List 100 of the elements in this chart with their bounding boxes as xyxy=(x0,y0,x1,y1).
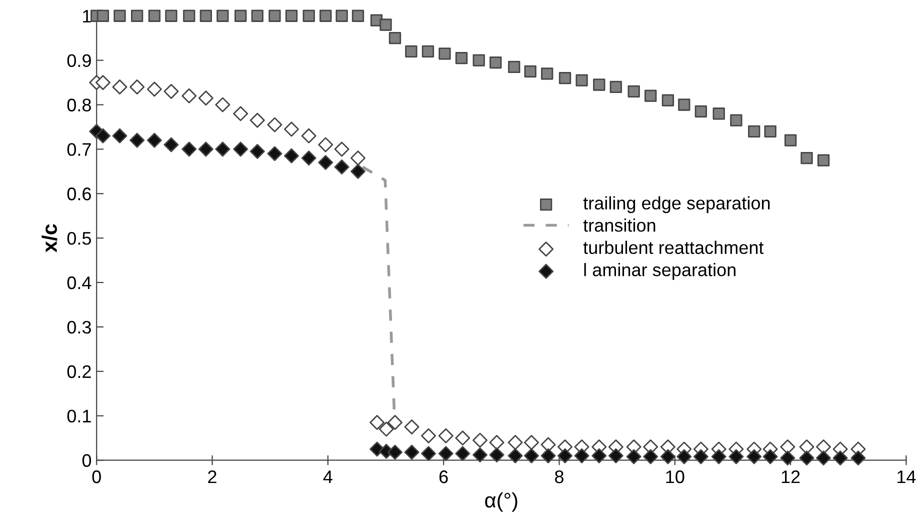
y-tick-label: 0.9 xyxy=(67,54,91,68)
x-tick-label: 2 xyxy=(208,470,216,484)
point xyxy=(784,134,797,146)
point xyxy=(215,97,230,112)
y-tick-label: 0.2 xyxy=(67,365,91,378)
point xyxy=(95,128,110,144)
point xyxy=(593,78,606,91)
point xyxy=(780,450,796,466)
point xyxy=(164,84,179,99)
point xyxy=(301,150,316,166)
point xyxy=(387,444,402,460)
point xyxy=(558,448,573,464)
point xyxy=(198,90,214,106)
point xyxy=(508,448,523,464)
point xyxy=(146,132,162,148)
point xyxy=(318,155,334,170)
point xyxy=(198,142,214,157)
y-tick-label: 0 xyxy=(82,454,92,467)
x-tick-label: 14 xyxy=(898,470,916,484)
x-tick-label: 8 xyxy=(554,470,564,484)
point xyxy=(112,79,128,94)
point xyxy=(576,74,588,86)
point xyxy=(490,56,502,69)
point xyxy=(200,10,212,22)
point xyxy=(524,448,539,464)
point xyxy=(472,54,485,66)
point xyxy=(350,150,366,166)
point xyxy=(114,10,126,22)
point xyxy=(455,446,470,462)
point xyxy=(610,80,622,94)
point xyxy=(676,449,692,464)
point xyxy=(422,45,434,58)
point xyxy=(693,449,708,464)
point xyxy=(799,450,814,466)
legend-label: transition xyxy=(583,218,656,232)
legend-label: trailing edge separation xyxy=(583,196,770,214)
y-tick-label: 0.4 xyxy=(67,276,92,290)
point xyxy=(267,146,282,162)
point xyxy=(472,432,488,448)
point xyxy=(318,137,334,152)
point xyxy=(558,72,572,84)
point xyxy=(762,449,778,464)
point xyxy=(182,88,197,104)
point xyxy=(850,450,866,466)
point xyxy=(438,428,454,444)
point xyxy=(387,414,402,430)
point xyxy=(370,414,385,430)
x-tick-label: 6 xyxy=(439,470,448,484)
point xyxy=(817,154,830,166)
point xyxy=(524,434,539,450)
point xyxy=(574,448,590,464)
point xyxy=(489,434,504,450)
point xyxy=(334,142,350,157)
y-tick-label: 0.1 xyxy=(67,410,91,423)
point xyxy=(455,52,468,64)
y-tick-label: 0.6 xyxy=(67,188,91,200)
point xyxy=(216,10,229,22)
point xyxy=(421,446,436,462)
point xyxy=(182,142,197,157)
point xyxy=(234,10,247,22)
legend-label: l aminar separation xyxy=(584,263,736,280)
legend-label: turbulent reattachment xyxy=(583,240,764,254)
point xyxy=(832,450,848,466)
point xyxy=(215,142,230,157)
point xyxy=(301,128,316,144)
x-tick-label: 4 xyxy=(323,470,332,484)
point xyxy=(164,137,179,152)
point xyxy=(780,439,796,454)
point xyxy=(644,90,657,102)
point xyxy=(112,128,128,144)
point xyxy=(764,125,776,138)
point xyxy=(748,125,760,138)
point xyxy=(541,68,554,80)
point xyxy=(267,117,282,132)
point xyxy=(233,142,248,157)
point xyxy=(388,32,402,44)
point xyxy=(334,159,350,174)
y-tick-label: 0.5 xyxy=(67,232,91,245)
point xyxy=(404,419,420,434)
point xyxy=(678,98,690,111)
point xyxy=(626,449,642,464)
point xyxy=(146,82,162,97)
point xyxy=(352,10,364,22)
point xyxy=(712,108,725,120)
point xyxy=(165,10,178,22)
point xyxy=(130,132,145,148)
y-axis-title: x/c xyxy=(42,224,58,252)
y-tick-label: 0.3 xyxy=(67,320,91,334)
point xyxy=(746,449,762,464)
point xyxy=(540,437,556,452)
point xyxy=(350,164,366,179)
point xyxy=(404,444,420,460)
point xyxy=(730,114,742,126)
point xyxy=(816,450,832,466)
point xyxy=(148,10,161,22)
point xyxy=(592,448,607,464)
point xyxy=(421,428,436,444)
point xyxy=(472,447,488,462)
point xyxy=(489,447,504,462)
point xyxy=(455,430,470,446)
